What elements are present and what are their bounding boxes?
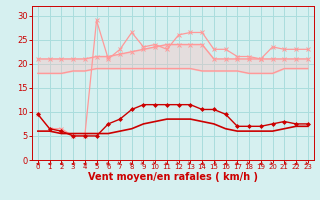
X-axis label: Vent moyen/en rafales ( km/h ): Vent moyen/en rafales ( km/h ) xyxy=(88,172,258,182)
